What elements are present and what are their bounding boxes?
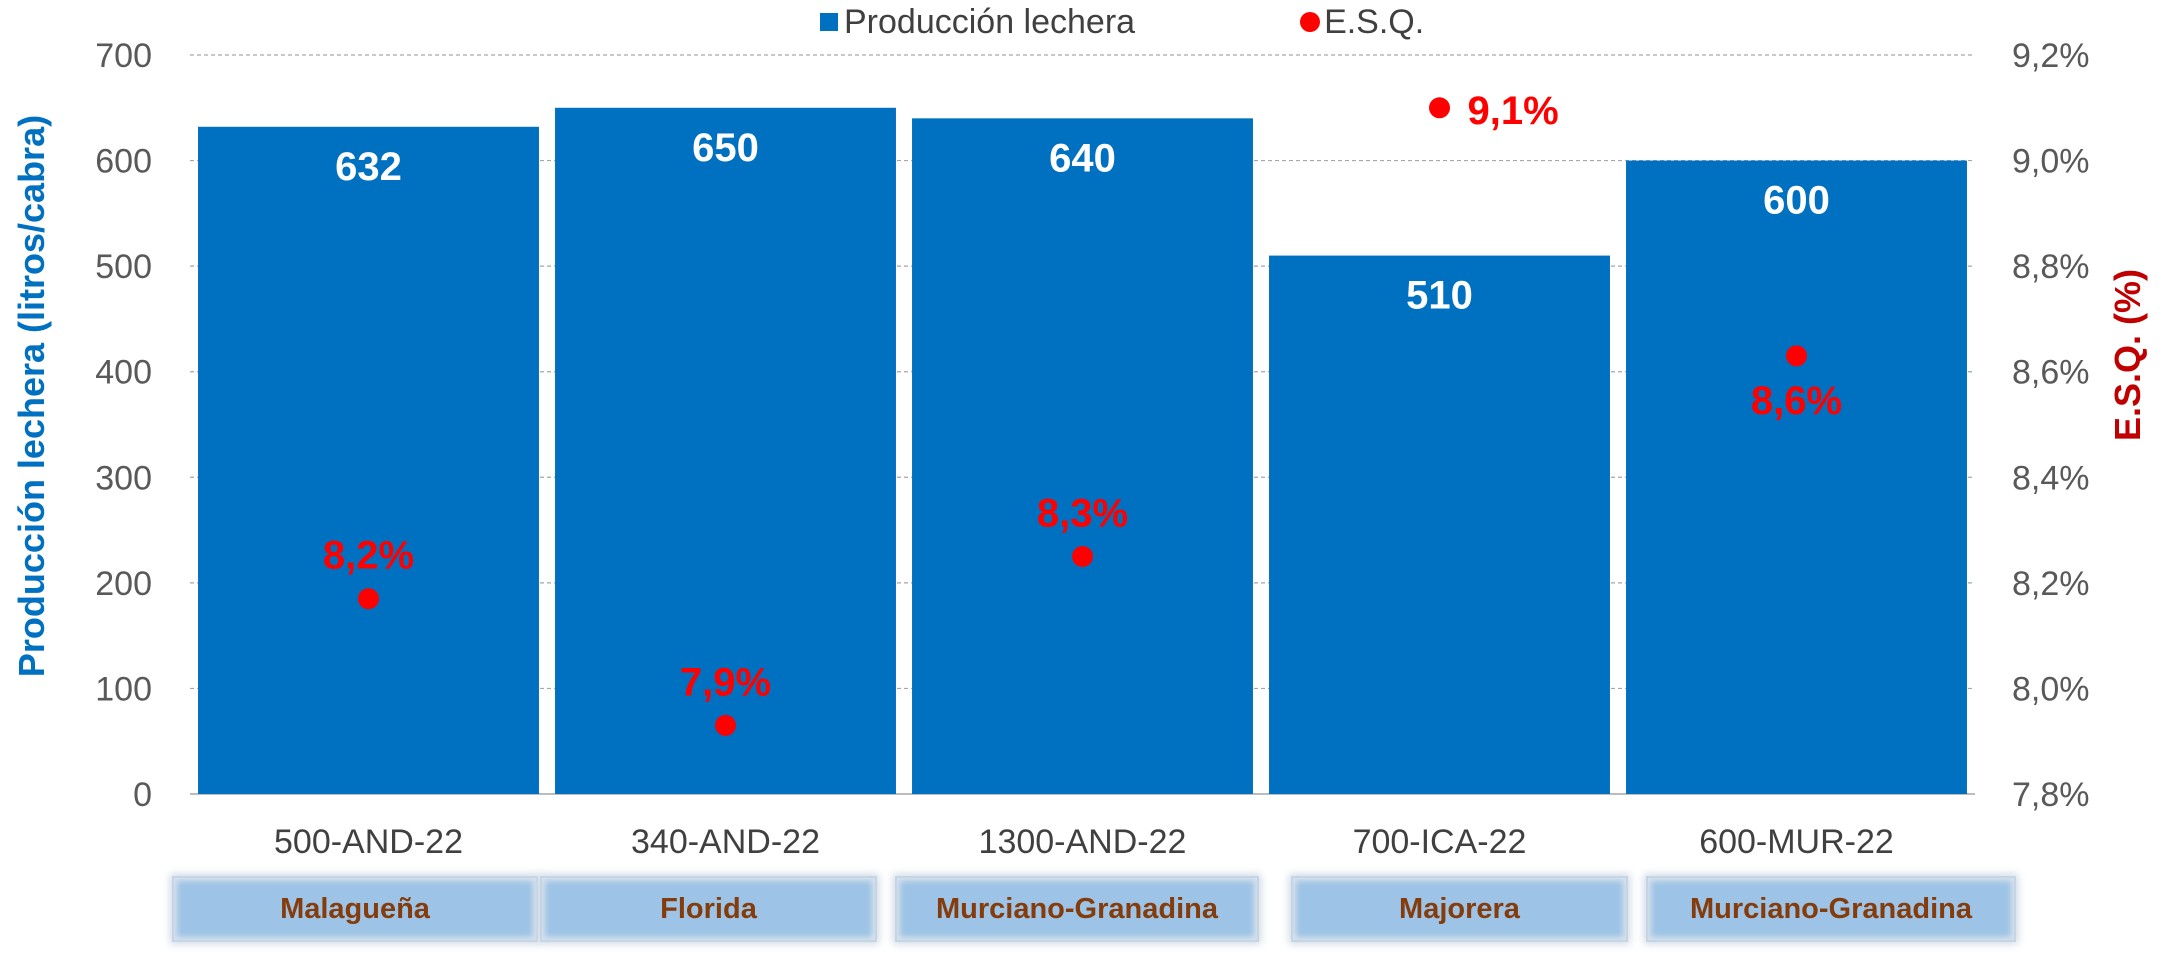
- y2-tick-label: 9,2%: [2012, 37, 2090, 75]
- bar-value-label: 640: [1049, 136, 1116, 180]
- bar-value-label: 600: [1763, 179, 1830, 223]
- esq-point: [1072, 545, 1093, 567]
- y-tick-label: 700: [95, 37, 152, 75]
- bar: [198, 126, 539, 794]
- breed-label: Murciano-Granadina: [895, 876, 1259, 942]
- legend-bar-label: Producción lechera: [844, 2, 1136, 41]
- legend-item-dot: E.S.Q.: [1300, 3, 1424, 42]
- bar-value-label: 632: [335, 145, 402, 189]
- esq-value-label: 8,2%: [323, 534, 414, 578]
- y2-tick-label: 9,0%: [2012, 143, 2090, 181]
- bar: [1269, 255, 1610, 795]
- x-tick-label: 500-AND-22: [274, 823, 463, 861]
- legend-dot-label: E.S.Q.: [1324, 2, 1425, 41]
- esq-point: [358, 588, 379, 610]
- esq-value-label: 9,1%: [1468, 89, 1559, 133]
- y-tick-label: 400: [95, 354, 152, 392]
- bar: [1626, 160, 1967, 795]
- x-tick-label: 700-ICA-22: [1353, 823, 1527, 861]
- y2-tick-label: 8,6%: [2012, 354, 2090, 392]
- esq-value-label: 7,9%: [680, 660, 771, 704]
- y-axis-title-left: Producción lechera (litros/cabra): [11, 114, 52, 678]
- y-tick-label: 300: [95, 459, 152, 497]
- y-tick-label: 600: [95, 143, 152, 181]
- breed-label: Majorera: [1291, 876, 1628, 942]
- esq-value-label: 8,6%: [1751, 379, 1842, 423]
- y-tick-label: 200: [95, 565, 152, 603]
- legend-dot-swatch: [1300, 12, 1321, 32]
- bar-value-label: 510: [1406, 274, 1473, 318]
- y2-tick-label: 8,0%: [2012, 670, 2090, 708]
- x-tick-label: 600-MUR-22: [1699, 823, 1894, 861]
- legend-bar-swatch: [820, 13, 838, 31]
- x-tick-label: 1300-AND-22: [979, 823, 1187, 861]
- esq-value-label: 8,3%: [1037, 491, 1128, 535]
- breed-label: Murciano-Granadina: [1646, 876, 2016, 942]
- y-tick-label: 0: [133, 776, 152, 814]
- esq-point: [1786, 345, 1807, 367]
- y-tick-label: 500: [95, 248, 152, 286]
- breed-label: Florida: [540, 876, 877, 942]
- esq-point: [1429, 97, 1450, 119]
- y-axis-title-right: E.S.Q. (%): [2107, 268, 2148, 442]
- y2-tick-label: 8,4%: [2012, 459, 2090, 497]
- bar: [912, 118, 1253, 795]
- y-tick-label: 100: [95, 670, 152, 708]
- y2-tick-label: 8,8%: [2012, 248, 2090, 286]
- y2-tick-label: 8,2%: [2012, 565, 2090, 603]
- legend-item-bar: Producción lechera: [820, 3, 1135, 42]
- y2-tick-label: 7,8%: [2012, 776, 2090, 814]
- x-tick-label: 340-AND-22: [631, 823, 820, 861]
- breed-label: Malagueña: [172, 876, 538, 942]
- esq-point: [715, 714, 736, 736]
- bar: [555, 107, 896, 795]
- bar-value-label: 650: [692, 126, 759, 170]
- legend: Producción lechera E.S.Q.: [820, 2, 1589, 42]
